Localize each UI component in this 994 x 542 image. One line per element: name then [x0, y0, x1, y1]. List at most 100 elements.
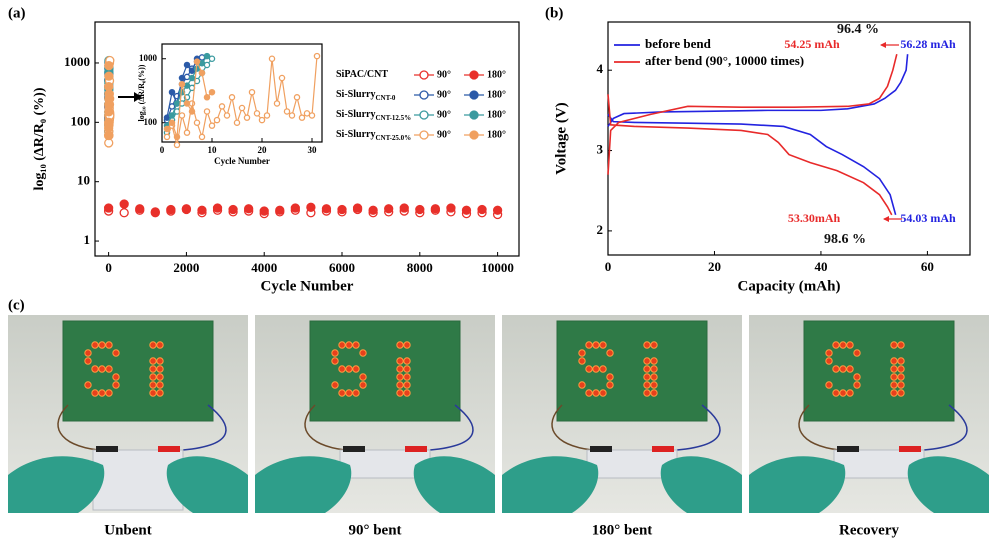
y-tick-label: 2 [597, 222, 604, 237]
x-tick-label: 0 [105, 260, 112, 275]
data-point [446, 203, 456, 213]
y-tick-label: 100 [71, 113, 91, 128]
data-point [223, 112, 231, 119]
data-point [208, 122, 216, 129]
plot-frame [161, 43, 323, 143]
led [825, 349, 833, 357]
led [84, 381, 92, 389]
data-point [208, 55, 216, 62]
clip [899, 446, 921, 452]
annotation: 98.6 % [824, 232, 866, 247]
led [91, 389, 99, 397]
led [331, 381, 339, 389]
data-point [183, 100, 191, 107]
data-point [203, 52, 211, 60]
led [643, 373, 651, 381]
wire [57, 404, 99, 451]
legend-group-name: Si-Slurry [336, 109, 375, 120]
data-point [104, 117, 114, 127]
led [650, 373, 658, 381]
led [897, 389, 905, 397]
led [643, 389, 651, 397]
y-tick-label: 1000 [139, 53, 158, 63]
legend-marker [469, 90, 479, 100]
led [825, 381, 833, 389]
led [105, 341, 113, 349]
data-point [173, 100, 181, 107]
glove [255, 456, 352, 513]
data-point [104, 71, 114, 81]
y-tick-label: 1 [84, 232, 91, 247]
data-point [275, 205, 285, 215]
led [338, 389, 346, 397]
glove [8, 456, 105, 513]
data-point [178, 80, 186, 88]
led [890, 357, 898, 365]
data-point [415, 204, 425, 215]
led [846, 389, 854, 397]
legend-label: 180° [487, 69, 506, 80]
data-point [188, 74, 196, 82]
data-point [228, 204, 238, 215]
led [897, 341, 905, 349]
led [643, 365, 651, 373]
led [403, 365, 411, 373]
led [832, 365, 840, 373]
led [396, 357, 404, 365]
x-axis-label: Capacity (mAh) [738, 278, 841, 294]
led [403, 341, 411, 349]
legend-group-subscript: CNT-25.0% [375, 134, 411, 142]
panel-label: (b) [545, 5, 563, 21]
plot-frame [94, 21, 520, 257]
led [84, 357, 92, 365]
y-tick-label: 10 [77, 173, 90, 188]
glove [166, 456, 248, 513]
wire [551, 404, 593, 451]
data-point [150, 208, 160, 218]
led [345, 341, 353, 349]
data-point [238, 104, 246, 112]
data-point [163, 125, 171, 133]
inset-x-label: Cycle Number [214, 156, 270, 166]
data-point [352, 203, 363, 213]
led [890, 341, 898, 349]
led [98, 341, 106, 349]
data-point [259, 206, 269, 216]
x-tick-label: 2000 [173, 260, 199, 275]
x-tick-label: 6000 [329, 260, 355, 275]
data-point [288, 112, 296, 119]
led [91, 341, 99, 349]
photo [8, 315, 248, 513]
x-tick-label: 10 [208, 145, 218, 155]
data-point [298, 114, 306, 121]
clip [343, 446, 365, 452]
led [853, 381, 861, 389]
led [396, 365, 404, 373]
data-point [168, 119, 176, 126]
data-point [166, 204, 176, 215]
data-point [188, 108, 196, 115]
annotation: 96.4 % [837, 22, 879, 37]
led [156, 357, 164, 365]
data-point [321, 204, 332, 214]
data-point [181, 204, 192, 214]
y-tick-label: 4 [597, 61, 604, 76]
annotation: 56.28 mAh [900, 37, 956, 51]
led [650, 365, 658, 373]
inset-line [166, 59, 213, 138]
legend-marker [419, 110, 429, 120]
led [112, 349, 120, 357]
led [112, 373, 120, 381]
wire [676, 404, 721, 451]
led [606, 381, 614, 389]
clip [158, 446, 180, 452]
legend-label: 90° [437, 69, 451, 80]
data-point [183, 129, 191, 136]
legend-label: 90° [437, 109, 451, 120]
led [897, 357, 905, 365]
led [98, 365, 106, 373]
wire [304, 404, 346, 451]
clip [590, 446, 612, 452]
data-point [119, 208, 129, 218]
legend-group: Si-SlurryCNT-12.5% [336, 109, 411, 121]
